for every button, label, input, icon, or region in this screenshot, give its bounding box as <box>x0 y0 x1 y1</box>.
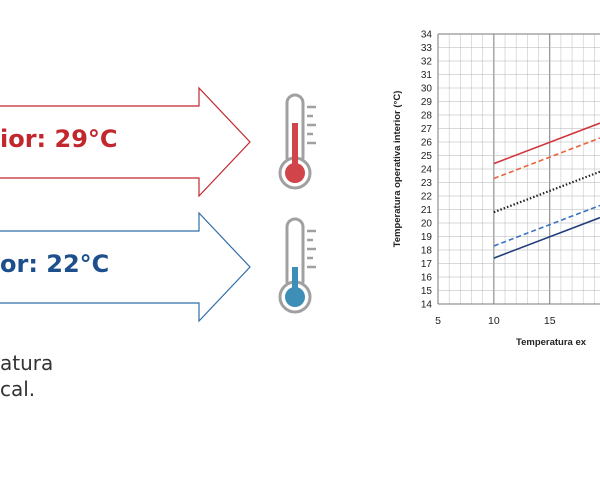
cold-arrow-shape <box>0 211 251 323</box>
y-tick-label: 26 <box>421 138 433 149</box>
y-tick-label: 17 <box>421 259 433 270</box>
y-tick-label: 32 <box>421 57 433 68</box>
y-tick-label: 27 <box>421 124 433 135</box>
chart-series <box>493 122 600 259</box>
series-line-5 <box>493 216 600 259</box>
caption-line-1: atura <box>0 351 54 375</box>
y-tick-label: 16 <box>421 273 433 284</box>
hot-arrow-outline <box>0 86 251 198</box>
y-tick-label: 28 <box>421 111 433 122</box>
series-line-4 <box>493 204 600 247</box>
hot-arrow-shape <box>0 86 251 198</box>
caption-line-2: cal. <box>0 377 36 401</box>
series-line-3 <box>493 170 600 214</box>
y-tick-label: 19 <box>421 232 433 243</box>
x-tick-label: 5 <box>435 315 441 327</box>
y-tick-label: 30 <box>421 84 433 95</box>
y-tick-label: 20 <box>421 219 433 230</box>
y-tick-label: 23 <box>421 178 433 189</box>
y-tick-label: 24 <box>421 165 433 176</box>
y-tick-label: 29 <box>421 97 433 108</box>
chart-y-axis-label: Temperatura operativa interior (°C) <box>392 91 403 248</box>
y-tick-label: 34 <box>421 30 433 41</box>
chart-x-tick-labels: 5 10 15 <box>435 315 556 327</box>
chart-x-axis-label: Temperatura ex <box>516 337 587 348</box>
chart-grid <box>437 33 600 305</box>
y-tick-label: 18 <box>421 246 433 257</box>
y-tick-label: 15 <box>421 286 433 297</box>
y-tick-label: 25 <box>421 151 433 162</box>
y-tick-label: 22 <box>421 192 433 203</box>
thermometer-cold-icon <box>278 217 316 314</box>
cold-arrow-outline <box>0 211 251 323</box>
chart-y-tick-labels: 14 15 16 17 18 19 20 21 22 23 24 25 26 27 28 29 30 31 32 33… <box>421 30 433 311</box>
y-tick-label: 33 <box>421 43 433 54</box>
y-tick-label: 14 <box>421 300 433 311</box>
y-tick-label: 21 <box>421 205 433 216</box>
hot-temperature-label: ior: 29°C <box>0 125 118 153</box>
x-tick-label: 15 <box>544 315 556 327</box>
series-line-2 <box>493 137 600 180</box>
y-tick-label: 31 <box>421 70 433 81</box>
thermometer-hot-icon <box>278 93 316 190</box>
x-tick-label: 10 <box>488 315 500 327</box>
series-line-1 <box>493 122 600 165</box>
temperature-chart: 14 15 16 17 18 19 20 21 22 23 24 25 26 27 28 29 30 31 32 33… <box>392 30 600 348</box>
cold-temperature-label: or: 22°C <box>0 250 110 278</box>
caption: atura cal. <box>0 350 53 402</box>
